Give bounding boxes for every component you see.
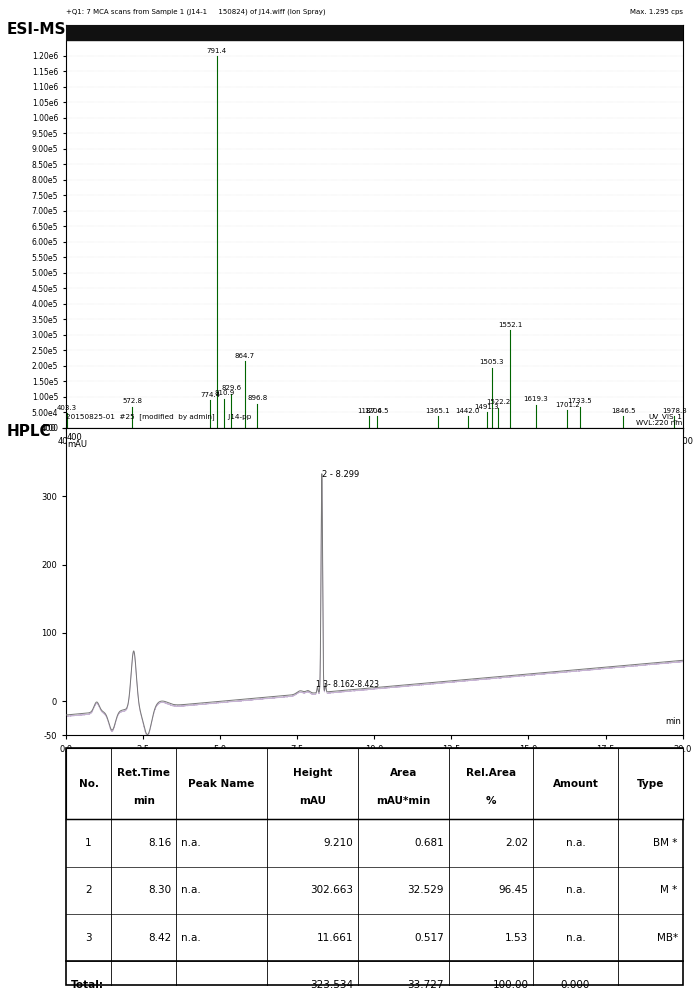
- Text: n.a.: n.a.: [181, 885, 201, 895]
- Text: 0.000: 0.000: [561, 980, 590, 990]
- Text: No.: No.: [78, 779, 98, 789]
- Text: 1522.2: 1522.2: [486, 399, 511, 405]
- Text: 323.534: 323.534: [310, 980, 353, 990]
- Text: 8.42: 8.42: [148, 933, 171, 943]
- Text: 1206.5: 1206.5: [365, 408, 389, 414]
- Text: BM *: BM *: [653, 838, 678, 848]
- Text: 1442.0: 1442.0: [455, 408, 480, 414]
- Text: 896.8: 896.8: [247, 395, 267, 401]
- Text: 9.210: 9.210: [324, 838, 353, 848]
- Text: Amount: Amount: [552, 779, 599, 789]
- Text: n.a.: n.a.: [565, 885, 586, 895]
- Text: 572.8: 572.8: [123, 398, 143, 404]
- Text: 8.30: 8.30: [148, 885, 171, 895]
- Text: 2 - 8.299: 2 - 8.299: [322, 470, 360, 479]
- Text: 1365.1: 1365.1: [426, 408, 450, 414]
- Text: Height: Height: [293, 768, 332, 778]
- Text: n.a.: n.a.: [565, 933, 586, 943]
- Text: 1733.5: 1733.5: [568, 398, 593, 404]
- Text: mAU: mAU: [67, 440, 87, 449]
- Text: 2.02: 2.02: [505, 838, 528, 848]
- Text: %: %: [486, 796, 496, 806]
- Text: 33.727: 33.727: [407, 980, 444, 990]
- Text: 0.517: 0.517: [414, 933, 444, 943]
- Text: Ret.Time: Ret.Time: [117, 768, 170, 778]
- Bar: [66, 748, 683, 819]
- Text: 864.7: 864.7: [235, 353, 255, 359]
- Text: 1 3- 8.162-8.423: 1 3- 8.162-8.423: [315, 680, 378, 689]
- Text: 1491.3: 1491.3: [474, 404, 499, 410]
- Text: M *: M *: [660, 885, 678, 895]
- Text: 100.00: 100.00: [492, 980, 528, 990]
- Text: WVL:220 nm: WVL:220 nm: [636, 420, 683, 426]
- Text: 1846.5: 1846.5: [611, 408, 635, 414]
- Text: Max. 1.295 cps: Max. 1.295 cps: [630, 9, 683, 15]
- Text: 1978.3: 1978.3: [662, 408, 687, 414]
- X-axis label: m/z, Da: m/z, Da: [356, 449, 393, 459]
- Text: 0.681: 0.681: [414, 838, 444, 848]
- Text: mAU*min: mAU*min: [376, 796, 430, 806]
- Text: 791.4: 791.4: [207, 48, 227, 54]
- Text: Type: Type: [636, 779, 664, 789]
- Text: HPLC: HPLC: [7, 424, 51, 439]
- Text: 1.53: 1.53: [505, 933, 528, 943]
- Text: min: min: [133, 796, 155, 806]
- Text: 2: 2: [85, 885, 92, 895]
- Text: 20150825-01  #25  [modified  by admin]      J14-pp: 20150825-01 #25 [modified by admin] J14-…: [66, 414, 251, 420]
- Text: 1505.3: 1505.3: [480, 359, 504, 365]
- Text: Rel.Area: Rel.Area: [466, 768, 516, 778]
- Text: 1: 1: [85, 838, 92, 848]
- Text: 96.45: 96.45: [498, 885, 528, 895]
- Text: Peak Name: Peak Name: [188, 779, 255, 789]
- Text: UV_VIS_1: UV_VIS_1: [649, 414, 683, 420]
- Text: 3: 3: [85, 933, 92, 943]
- Text: n.a.: n.a.: [565, 838, 586, 848]
- Text: 1187.4: 1187.4: [357, 408, 382, 414]
- Text: 400: 400: [67, 433, 83, 442]
- Text: +Q1: 7 MCA scans from Sample 1 (J14-1     150824) of J14.wiff (Ion Spray): +Q1: 7 MCA scans from Sample 1 (J14-1 15…: [66, 8, 326, 15]
- Text: MB*: MB*: [656, 933, 678, 943]
- Text: 11.661: 11.661: [317, 933, 353, 943]
- Text: 302.663: 302.663: [310, 885, 353, 895]
- Text: 1701.2: 1701.2: [555, 402, 580, 408]
- Text: 774.4: 774.4: [200, 392, 220, 398]
- Text: 1619.3: 1619.3: [523, 396, 548, 402]
- Text: 810.9: 810.9: [214, 390, 234, 396]
- Text: min: min: [665, 717, 681, 726]
- Text: 829.6: 829.6: [221, 385, 241, 391]
- Text: ESI-MS: ESI-MS: [7, 22, 67, 37]
- Text: n.a.: n.a.: [181, 838, 201, 848]
- Text: 8.16: 8.16: [148, 838, 171, 848]
- Bar: [66, 25, 683, 40]
- Text: Area: Area: [389, 768, 417, 778]
- Text: 32.529: 32.529: [407, 885, 444, 895]
- Text: mAU: mAU: [299, 796, 326, 806]
- Text: 1552.1: 1552.1: [498, 322, 522, 328]
- Text: 403.3: 403.3: [57, 405, 77, 411]
- Text: n.a.: n.a.: [181, 933, 201, 943]
- Text: Total:: Total:: [71, 980, 104, 990]
